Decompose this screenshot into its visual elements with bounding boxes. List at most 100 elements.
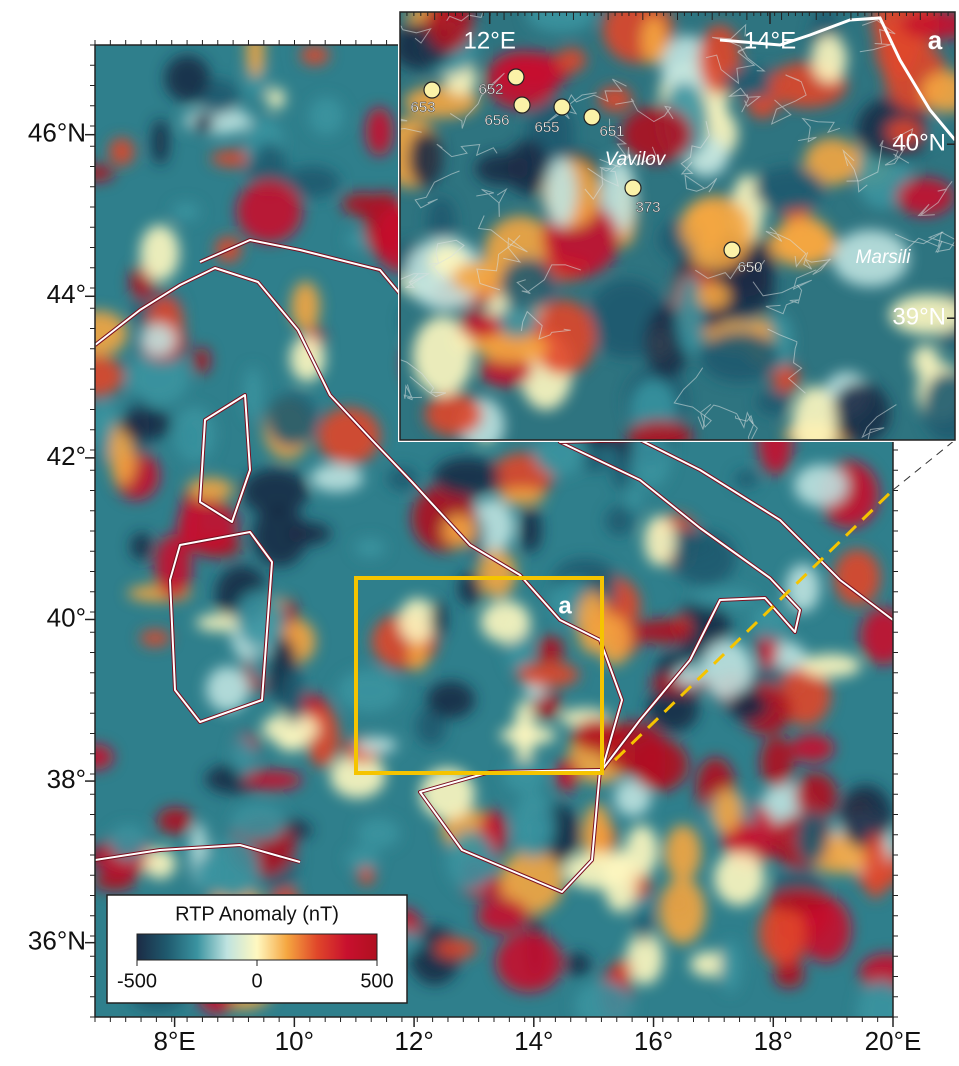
site-marker [554, 99, 570, 115]
anomaly-patch [300, 45, 329, 65]
anomaly-patch [357, 818, 400, 848]
anomaly-patch [614, 958, 632, 981]
anomaly-patch [310, 464, 363, 492]
anomaly-patch [309, 97, 344, 135]
anomaly-patch [546, 158, 577, 227]
anomaly-patch [140, 630, 171, 647]
anomaly-patch [896, 178, 954, 216]
anomaly-patch [231, 804, 287, 841]
anomaly-patch [754, 167, 825, 211]
anomaly-patch [714, 851, 765, 906]
anomaly-patch [863, 833, 888, 899]
anomaly-patch [630, 738, 689, 790]
anomaly-patch [794, 464, 848, 506]
lat-tick-label: 36°N [28, 926, 86, 956]
lon-tick-label: 20°E [865, 1026, 922, 1056]
anomaly-patch [477, 898, 529, 933]
anomaly-patch [252, 506, 307, 567]
anomaly-patch [399, 598, 436, 643]
colorbar [137, 934, 377, 960]
anomaly-patch [427, 681, 475, 718]
anomaly-patch [236, 180, 302, 243]
anomaly-patch [606, 506, 633, 536]
anomaly-patch [644, 516, 675, 566]
site-marker [625, 180, 641, 196]
anomaly-patch [860, 607, 907, 664]
site-label: 373 [635, 199, 660, 216]
site-label: 650 [737, 259, 762, 276]
lon-tick-label: 8°E [154, 1026, 196, 1056]
inset-lat-tick-label: 40°N [892, 130, 946, 157]
anomaly-patch [834, 549, 881, 605]
site-marker [514, 97, 530, 113]
anomaly-patch [508, 140, 549, 195]
anomaly-patch [665, 825, 702, 881]
site-marker [508, 69, 524, 85]
anomaly-patch [165, 55, 210, 102]
anomaly-patch [517, 662, 580, 687]
anomaly-patch [831, 382, 890, 444]
anomaly-patch [434, 457, 500, 496]
page: RTP Anomaly Map {"map": {"xlim": [6.67, … [0, 0, 959, 1061]
site-marker [424, 82, 440, 98]
site-marker [724, 242, 740, 258]
lat-tick-label: 38° [47, 764, 86, 794]
anomaly-patch [366, 107, 394, 156]
anomaly-patch [356, 737, 397, 754]
anomaly-patch [801, 654, 861, 677]
anomaly-patch [496, 932, 563, 992]
anomaly-patch [246, 25, 264, 77]
site-marker [584, 109, 600, 125]
anomaly-patch [786, 564, 820, 612]
site-label: 651 [599, 123, 624, 140]
anomaly-patch [72, 311, 128, 356]
anomaly-patch [425, 393, 483, 436]
anomaly-patch [408, 131, 442, 188]
inset-connector [893, 440, 955, 490]
body: a 8°E10°12°14°16°18°20°E36°N38°40°42°44°… [0, 0, 959, 1061]
anomaly-patch [131, 533, 153, 561]
anomaly-patch [267, 88, 285, 109]
anomaly-patch [172, 202, 200, 221]
anomaly-patch [626, 487, 642, 509]
anomaly-patch [503, 757, 546, 793]
anomaly-patch [459, 312, 501, 339]
anomaly-patch [173, 407, 215, 462]
anomaly-patch [557, 48, 586, 72]
anomaly-patch [291, 281, 320, 331]
anomaly-patch [140, 225, 179, 281]
anomaly-patch [768, 889, 827, 912]
anomaly-patch [634, 619, 692, 644]
anomaly-patch [157, 807, 193, 834]
inset-lon-tick-label: 12°E [464, 27, 516, 54]
anomaly-patch [420, 768, 475, 820]
anomaly-patch [839, 785, 892, 849]
anomaly-patch [756, 390, 790, 416]
colorbar-tick-label: 500 [360, 970, 393, 992]
anomaly-patch [796, 810, 827, 864]
anomaly-patch [537, 636, 563, 665]
colorbar-legend: RTP Anomaly (nT) -5000500 [107, 895, 407, 1003]
anomaly-patch [500, 258, 555, 312]
anomaly-patch [338, 669, 402, 712]
inset-box-label: a [558, 592, 572, 619]
anomaly-patch [277, 733, 307, 751]
anomaly-patch [243, 770, 302, 790]
inset-map: a 12°E14°E40°N39°N 653652656655651373650… [380, 0, 959, 461]
inset-label: a [928, 25, 943, 55]
anomaly-patch [355, 538, 386, 558]
lon-tick-label: 12° [394, 1026, 433, 1056]
anomaly-patch [267, 394, 318, 448]
lat-tick-label: 42° [47, 441, 86, 471]
anomaly-patch [565, 953, 591, 976]
anomaly-patch [520, 507, 542, 553]
feature-label: Vavilov [605, 149, 667, 170]
anomaly-patch [768, 223, 837, 266]
anomaly-patch [680, 201, 728, 253]
anomaly-patch [714, 788, 742, 833]
anomaly-patch [697, 283, 730, 310]
site-label: 653 [410, 99, 435, 116]
lat-tick-label: 44° [47, 279, 86, 309]
anomaly-patch [281, 669, 305, 723]
anomaly-patch [346, 847, 379, 871]
